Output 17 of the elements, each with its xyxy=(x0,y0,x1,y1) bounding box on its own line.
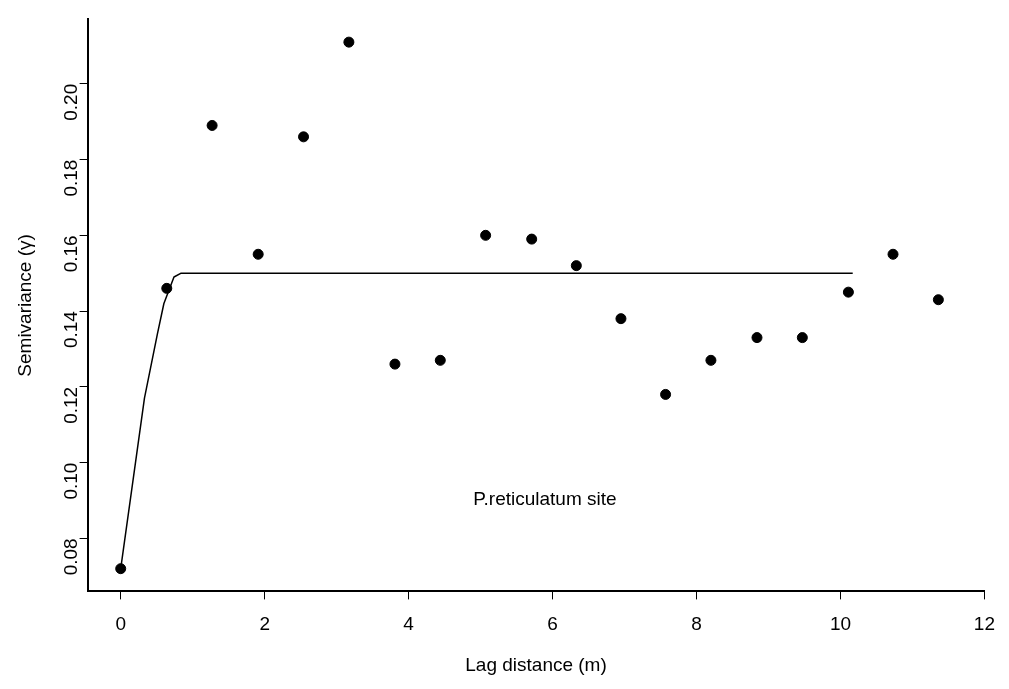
y-tick-label: 0.18 xyxy=(59,159,81,197)
x-tick-label: 12 xyxy=(973,613,995,635)
x-tick-label: 8 xyxy=(691,613,702,635)
y-tick-label: 0.20 xyxy=(59,83,81,121)
x-tick-label: 4 xyxy=(403,613,415,635)
x-tick-label: 6 xyxy=(547,613,558,635)
x-tick-label: 10 xyxy=(829,613,852,635)
y-tick-label: 0.12 xyxy=(59,386,81,424)
y-tick-label: 0.08 xyxy=(59,538,81,576)
y-tick-label: 0.16 xyxy=(59,235,81,273)
x-axis-title: Lag distance (m) xyxy=(465,653,607,675)
x-tick-label: 2 xyxy=(259,613,270,635)
y-tick-label: 0.14 xyxy=(59,310,81,349)
x-tick-label: 0 xyxy=(115,613,126,635)
y-tick-label: 0.10 xyxy=(59,462,81,500)
annotation: P.reticulatum site xyxy=(473,488,617,510)
y-axis-title: Semivariance (γ) xyxy=(13,234,35,377)
